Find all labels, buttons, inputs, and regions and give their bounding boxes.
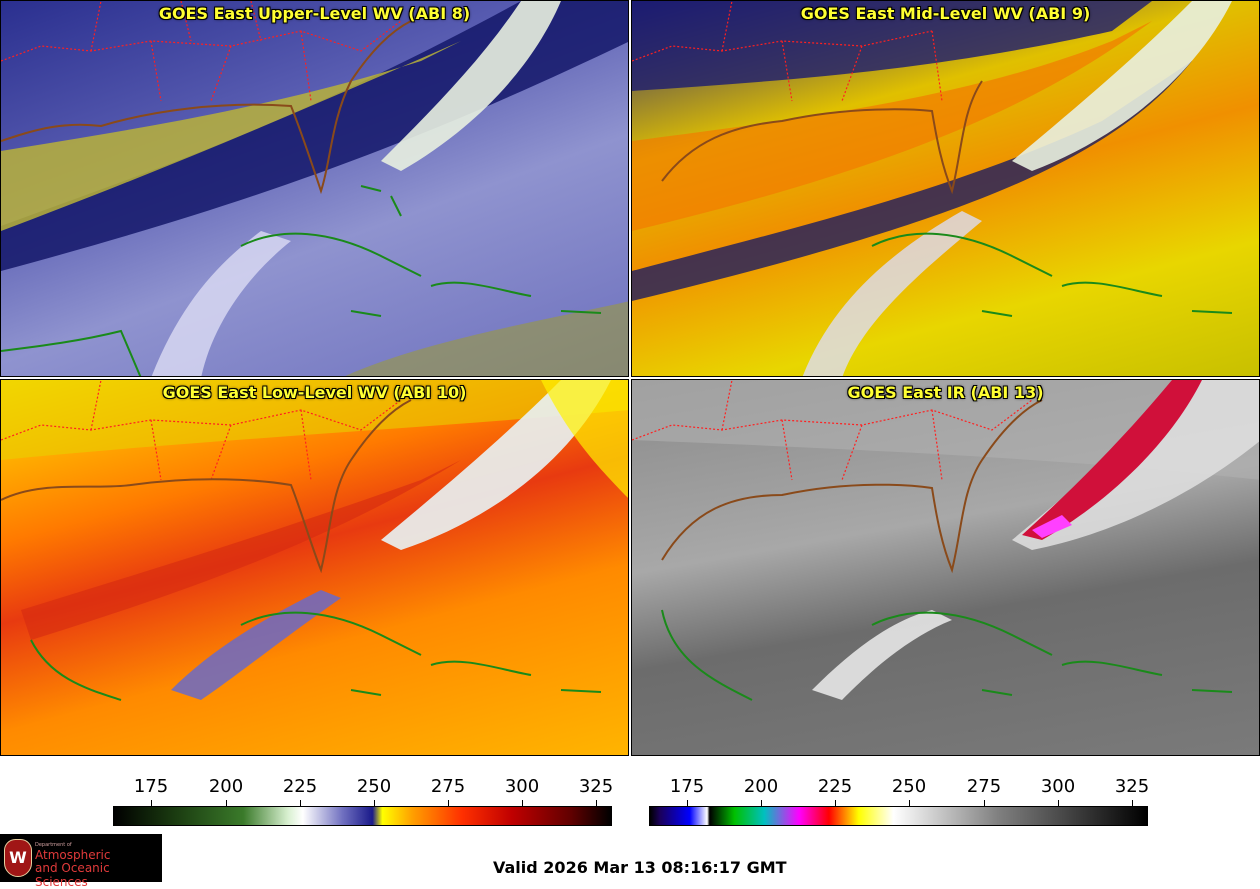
panel-title: GOES East Mid-Level WV (ABI 9) xyxy=(800,4,1091,23)
ir-tick-label: 300 xyxy=(1040,776,1076,797)
logo-line-3: and Oceanic Sciences xyxy=(35,861,110,889)
ir-tick-label: 275 xyxy=(966,776,1002,797)
uw-crest-icon: W xyxy=(4,839,32,877)
ir-tick-label: 325 xyxy=(1114,776,1150,797)
ir-tick-label: 175 xyxy=(669,776,705,797)
ir-tick-label: 225 xyxy=(817,776,853,797)
wv-tick-mark xyxy=(300,800,301,806)
wv-tick-mark xyxy=(374,800,375,806)
wv-tick-mark xyxy=(596,800,597,806)
valid-time: Valid 2026 Mar 13 08:16:17 GMT xyxy=(493,858,787,877)
low-level-wv-panel: GOES East Low-Level WV (ABI 10) xyxy=(0,379,629,756)
panel-title: GOES East Low-Level WV (ABI 10) xyxy=(162,383,467,402)
wv-tick-mark xyxy=(226,800,227,806)
wv-tick-label: 175 xyxy=(133,776,169,797)
upper-level-wv-map xyxy=(1,1,628,376)
ir-tick-mark xyxy=(761,800,762,806)
wv-tick-label: 325 xyxy=(578,776,614,797)
ir-tick-mark xyxy=(984,800,985,806)
wv-tick-label: 225 xyxy=(282,776,318,797)
ir-tick-label: 200 xyxy=(743,776,779,797)
wv-tick-label: 250 xyxy=(356,776,392,797)
ir-tick-mark xyxy=(909,800,910,806)
ir-map xyxy=(632,380,1259,701)
logo-line-1: Department of xyxy=(35,842,72,848)
ir-tick-mark xyxy=(835,800,836,806)
wv-tick-label: 200 xyxy=(208,776,244,797)
ir-tick-mark xyxy=(1132,800,1133,806)
ir-tick-label: 250 xyxy=(891,776,927,797)
ir-colorbar xyxy=(649,806,1148,826)
ir-panel: GOES East IR (ABI 13) xyxy=(631,379,1260,756)
mid-level-wv-map xyxy=(632,1,1233,376)
wv-tick-label: 300 xyxy=(504,776,540,797)
wv-colorbar xyxy=(113,806,612,826)
aos-logo: W Department of Atmospheric and Oceanic … xyxy=(0,834,162,889)
panel-title: GOES East Upper-Level WV (ABI 8) xyxy=(158,4,471,23)
wv-tick-mark xyxy=(522,800,523,806)
panel-title: GOES East IR (ABI 13) xyxy=(847,383,1044,402)
low-level-wv-map xyxy=(1,380,628,701)
logo-line-2: Atmospheric xyxy=(35,848,111,862)
wv-tick-label: 275 xyxy=(430,776,466,797)
upper-level-wv-panel: GOES East Upper-Level WV (ABI 8) xyxy=(0,0,629,377)
ir-tick-mark xyxy=(1058,800,1059,806)
wv-tick-mark xyxy=(448,800,449,806)
ir-tick-mark xyxy=(687,800,688,806)
mid-level-wv-panel: GOES East Mid-Level WV (ABI 9) xyxy=(631,0,1260,377)
wv-tick-mark xyxy=(151,800,152,806)
